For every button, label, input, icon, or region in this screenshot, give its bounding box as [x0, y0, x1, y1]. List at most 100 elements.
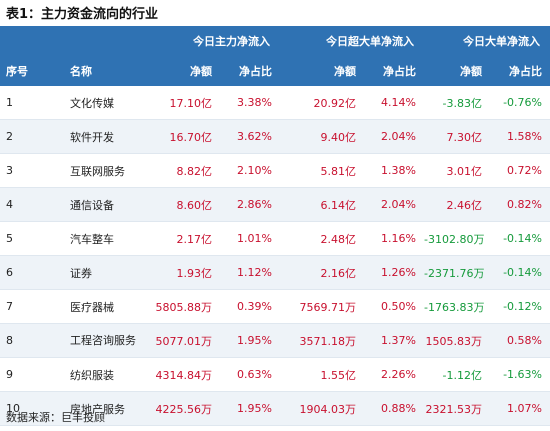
row-index: 8	[0, 323, 56, 358]
table-row: 9 纺织服装 4314.84万 0.63% 1.55亿 2.26% -1.12亿 -1.63%	[0, 357, 550, 392]
super-net-value: 2.48亿	[280, 221, 364, 256]
group-large-inflow: 今日大单净流入	[424, 26, 550, 56]
super-ratio-value: 1.38%	[364, 153, 424, 188]
large-ratio-value: -0.14%	[490, 221, 550, 256]
large-ratio-value: 0.82%	[490, 187, 550, 222]
data-source-note: 数据来源：巨丰投顾	[6, 411, 105, 424]
table-title: 表1：主力资金流向的行业	[6, 7, 159, 22]
main-ratio-value: 2.86%	[220, 187, 280, 222]
large-ratio-value: -1.63%	[490, 357, 550, 392]
row-name: 房地产服务	[56, 391, 148, 426]
table-row: 4 通信设备 8.60亿 2.86% 6.14亿 2.04% 2.46亿 0.82%	[0, 187, 550, 222]
main-ratio-value: 2.10%	[220, 153, 280, 188]
large-net-value: 2.46亿	[424, 187, 490, 222]
super-net-value: 9.40亿	[280, 119, 364, 154]
main-net-value: 8.60亿	[148, 187, 220, 222]
fund-flow-table: 今日主力净流入 今日超大单净流入 今日大单净流入 序号 名称 净额 净占比 净额…	[0, 26, 550, 426]
large-net-value: -3102.80万	[424, 221, 490, 256]
col-header-main-net: 净额	[148, 56, 220, 86]
row-index: 10	[0, 391, 56, 426]
table-row: 2 软件开发 16.70亿 3.62% 9.40亿 2.04% 7.30亿 1.58%	[0, 119, 550, 154]
col-header-super-ratio: 净占比	[364, 56, 424, 86]
large-net-value: -2371.76万	[424, 255, 490, 290]
row-name: 通信设备	[56, 187, 148, 222]
row-index: 1	[0, 86, 56, 120]
table-row: 7 医疗器械 5805.88万 0.39% 7569.71万 0.50% -1763.83万…	[0, 289, 550, 324]
super-ratio-value: 1.16%	[364, 221, 424, 256]
main-net-value: 5805.88万	[148, 289, 220, 324]
super-net-value: 5.81亿	[280, 153, 364, 188]
main-ratio-value: 1.01%	[220, 221, 280, 256]
row-index: 4	[0, 187, 56, 222]
main-ratio-value: 3.62%	[220, 119, 280, 154]
large-ratio-value: -0.14%	[490, 255, 550, 290]
header-group-row: 今日主力净流入 今日超大单净流入 今日大单净流入	[0, 26, 550, 56]
large-net-value: 2321.53万	[424, 391, 490, 426]
col-header-super-net: 净额	[280, 56, 364, 86]
super-net-value: 7569.71万	[280, 289, 364, 324]
row-index: 2	[0, 119, 56, 154]
group-super-large-inflow: 今日超大单净流入	[280, 26, 424, 56]
row-name: 医疗器械	[56, 289, 148, 324]
large-ratio-value: -0.76%	[490, 86, 550, 120]
row-index: 7	[0, 289, 56, 324]
col-header-main-ratio: 净占比	[220, 56, 280, 86]
row-name: 文化传媒	[56, 86, 148, 120]
super-ratio-value: 2.04%	[364, 187, 424, 222]
large-net-value: 3.01亿	[424, 153, 490, 188]
table-row: 6 证券 1.93亿 1.12% 2.16亿 1.26% -2371.76万 -0.14%	[0, 255, 550, 290]
large-net-value: -1.12亿	[424, 357, 490, 392]
table-row: 5 汽车整车 2.17亿 1.01% 2.48亿 1.16% -3102.80万 -0.14%	[0, 221, 550, 256]
row-name: 证券	[56, 255, 148, 290]
large-ratio-value: 0.72%	[490, 153, 550, 188]
main-net-value: 17.10亿	[148, 86, 220, 120]
large-net-value: -3.83亿	[424, 86, 490, 120]
main-ratio-value: 1.95%	[220, 391, 280, 426]
main-net-value: 2.17亿	[148, 221, 220, 256]
main-ratio-value: 0.63%	[220, 357, 280, 392]
super-ratio-value: 4.14%	[364, 86, 424, 120]
super-net-value: 6.14亿	[280, 187, 364, 222]
super-ratio-value: 1.26%	[364, 255, 424, 290]
main-net-value: 16.70亿	[148, 119, 220, 154]
col-header-index: 序号	[0, 56, 56, 86]
col-header-large-ratio: 净占比	[490, 56, 550, 86]
main-net-value: 4225.56万	[148, 391, 220, 426]
row-name: 纺织服装	[56, 357, 148, 392]
row-index: 5	[0, 221, 56, 256]
table-row: 3 互联网服务 8.82亿 2.10% 5.81亿 1.38% 3.01亿 0.72%	[0, 153, 550, 188]
main-ratio-value: 0.39%	[220, 289, 280, 324]
super-net-value: 3571.18万	[280, 323, 364, 358]
super-net-value: 1904.03万	[280, 391, 364, 426]
super-ratio-value: 2.04%	[364, 119, 424, 154]
header-column-row: 序号 名称 净额 净占比 净额 净占比 净额 净占比	[0, 56, 550, 86]
main-net-value: 4314.84万	[148, 357, 220, 392]
main-net-value: 5077.01万	[148, 323, 220, 358]
row-name: 软件开发	[56, 119, 148, 154]
row-index: 9	[0, 357, 56, 392]
row-index: 6	[0, 255, 56, 290]
table-row: 8 工程咨询服务 5077.01万 1.95% 3571.18万 1.37% 1505.83…	[0, 323, 550, 358]
large-ratio-value: 1.07%	[490, 391, 550, 426]
main-ratio-value: 3.38%	[220, 86, 280, 120]
row-name: 互联网服务	[56, 153, 148, 188]
main-net-value: 8.82亿	[148, 153, 220, 188]
large-ratio-value: -0.12%	[490, 289, 550, 324]
large-net-value: -1763.83万	[424, 289, 490, 324]
super-net-value: 2.16亿	[280, 255, 364, 290]
col-header-large-net: 净额	[424, 56, 490, 86]
super-ratio-value: 2.26%	[364, 357, 424, 392]
super-net-value: 20.92亿	[280, 86, 364, 120]
table-row: 10 房地产服务 4225.56万 1.95% 1904.03万 0.88% 2321.53…	[0, 391, 550, 426]
super-ratio-value: 1.37%	[364, 323, 424, 358]
row-name: 工程咨询服务	[56, 323, 148, 358]
large-ratio-value: 0.58%	[490, 323, 550, 358]
super-ratio-value: 0.88%	[364, 391, 424, 426]
row-index: 3	[0, 153, 56, 188]
main-ratio-value: 1.95%	[220, 323, 280, 358]
row-name: 汽车整车	[56, 221, 148, 256]
group-main-inflow: 今日主力净流入	[148, 26, 280, 56]
super-net-value: 1.55亿	[280, 357, 364, 392]
large-net-value: 7.30亿	[424, 119, 490, 154]
large-net-value: 1505.83万	[424, 323, 490, 358]
